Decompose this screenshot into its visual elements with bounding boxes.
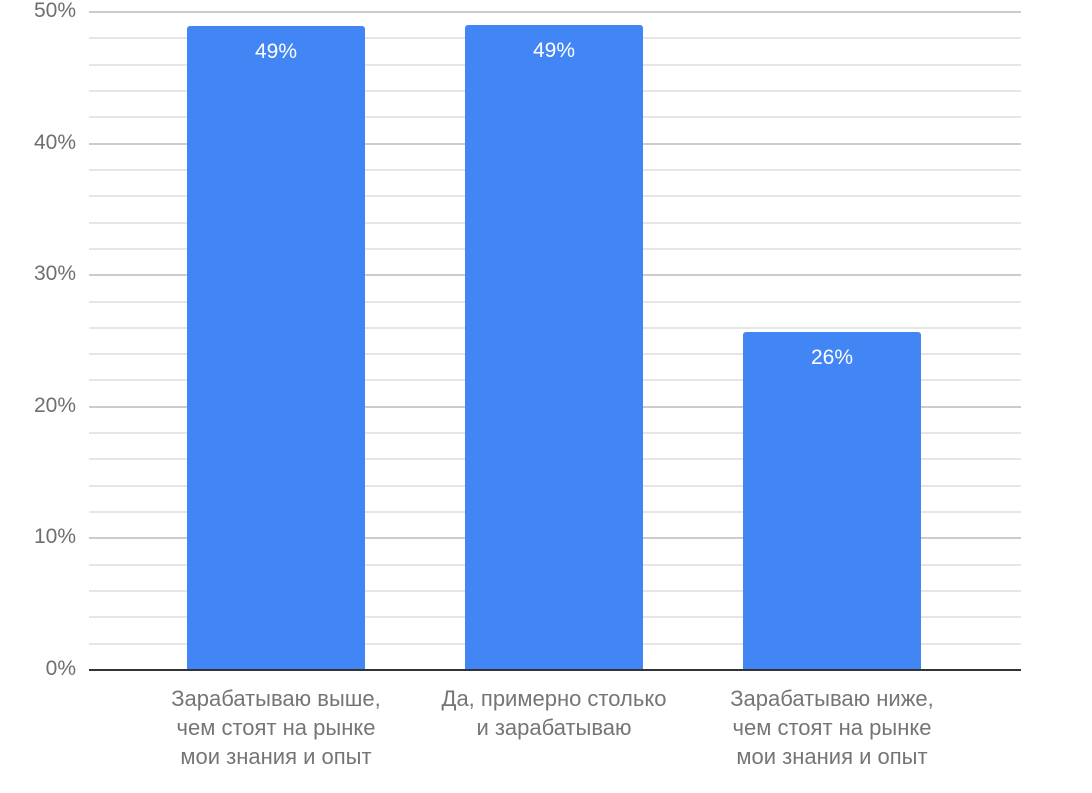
bar: 49% bbox=[187, 26, 365, 670]
bar: 49% bbox=[465, 25, 643, 670]
y-tick-label: 40% bbox=[33, 130, 76, 154]
y-tick-label: 50% bbox=[33, 0, 76, 22]
y-tick-label: 30% bbox=[33, 262, 76, 286]
y-tick-label: 10% bbox=[33, 525, 76, 549]
major-gridline bbox=[89, 11, 1021, 13]
y-tick-label: 0% bbox=[45, 657, 76, 680]
bar-value-label: 49% bbox=[532, 39, 576, 63]
x-axis-line bbox=[89, 669, 1021, 671]
x-category-label: Зарабатываю выше, чем стоят на рынке мои… bbox=[171, 686, 381, 769]
x-category-label: Зарабатываю ниже, чем стоят на рынке мои… bbox=[730, 686, 934, 769]
bar: 26% bbox=[743, 331, 921, 670]
bar-value-label: 49% bbox=[254, 40, 298, 64]
y-tick-label: 20% bbox=[33, 393, 76, 417]
x-category-label: Да, примерно столько и зарабатываю bbox=[441, 686, 667, 740]
bar-value-label: 26% bbox=[810, 345, 854, 369]
